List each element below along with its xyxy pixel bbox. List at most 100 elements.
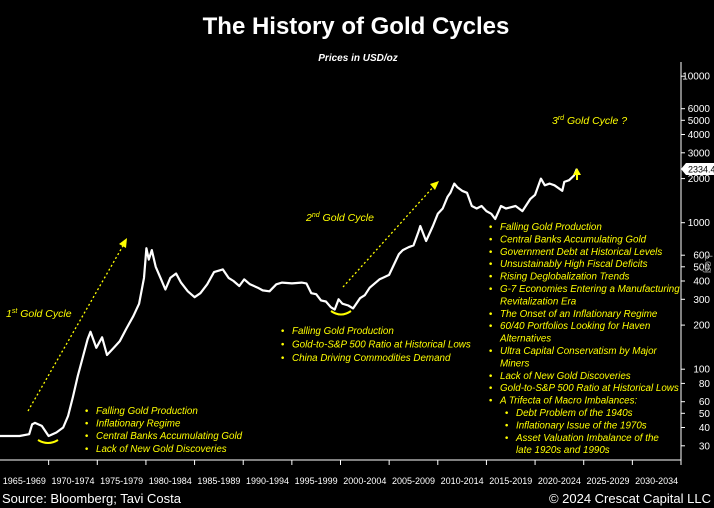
cycle2-label: 2nd Gold Cycle [305, 212, 374, 224]
y-tick-label: 4000 [688, 130, 711, 141]
x-tick-label: 2020-2024 [538, 476, 581, 486]
bullet-item: Falling Gold Production [292, 326, 394, 337]
bullet-item-continued: late 1920s and 1990s [516, 445, 610, 456]
x-tick-label: 1975-1979 [100, 476, 143, 486]
last-value-label: 2334.45 [688, 165, 714, 175]
x-axis-ticks: 1965-1969 1970-1974 1975-1979 1980-1984 1985… [3, 460, 682, 486]
cycle2-arrowhead [430, 181, 439, 190]
x-tick-label: 1970-1974 [51, 476, 94, 486]
x-tick-label: 1985-1989 [197, 476, 240, 486]
cycle1-arrowhead [119, 238, 127, 248]
bullet-marker: • [488, 397, 493, 407]
bullet-item: 60/40 Portfolios Looking for Haven [500, 321, 650, 332]
cycle3-label: 3rd Gold Cycle ? [552, 115, 627, 127]
bullet-marker: • [84, 432, 89, 442]
bullet-marker: • [84, 445, 89, 455]
bullet-marker: • [504, 409, 509, 419]
bullet-marker: • [488, 223, 493, 233]
x-tick-label: 2000-2004 [343, 476, 386, 486]
x-tick-label: 2010-2014 [441, 476, 484, 486]
bullet-marker: • [488, 310, 493, 320]
y-tick-label: 40 [699, 423, 711, 434]
y-tick-label: 500 [693, 262, 710, 273]
bullet-item: Falling Gold Production [500, 222, 602, 233]
gold-price-line [0, 168, 578, 438]
y-tick-label: 5000 [688, 116, 711, 127]
bullet-item: Government Debt at Historical Levels [500, 247, 662, 258]
y-tick-label: 60 [699, 397, 711, 408]
bullet-item-continued: Alternatives [499, 334, 551, 345]
y-tick-label: 3000 [688, 148, 711, 159]
bullet-item: Lack of New Gold Discoveries [96, 444, 227, 455]
bullet-item: Rising Deglobalization Trends [500, 272, 630, 283]
bullet-item: G-7 Economies Entering a Manufacturing [500, 284, 680, 295]
bullet-marker: • [488, 273, 493, 283]
x-tick-label: 2005-2009 [392, 476, 435, 486]
bullet-item: Lack of New Gold Discoveries [500, 371, 631, 382]
y-tick-label: 50 [699, 409, 711, 420]
bullet-marker: • [488, 322, 493, 332]
y-tick-label: 400 [693, 276, 710, 287]
bullet-item: Debt Problem of the 1940s [516, 408, 633, 419]
x-tick-label: 1965-1969 [3, 476, 46, 486]
bullet-marker: • [488, 235, 493, 245]
cycle3-arrowhead [573, 168, 581, 175]
chart-subtitle: Prices in USD/oz [318, 53, 397, 64]
y-tick-label: 1000 [688, 218, 711, 229]
bullet-item-continued: Miners [500, 358, 529, 369]
x-tick-label: 1980-1984 [149, 476, 192, 486]
bullet-marker: • [488, 248, 493, 258]
bullet-marker: • [488, 285, 493, 295]
bullet-item: The Onset of an Inflationary Regime [500, 309, 658, 320]
y-tick-label: 10000 [682, 72, 710, 83]
bullet-item: Central Banks Accumulating Gold [500, 234, 647, 245]
y-tick-label: 200 [693, 321, 710, 332]
cycle1-trend-arrow [27, 243, 125, 412]
bullet-item: Ultra Capital Conservatism by Major [500, 346, 658, 357]
copyright-footer: © 2024 Crescat Capital LLC [549, 491, 711, 506]
bullet-item: Inflationary Regime [96, 419, 181, 430]
bullet-marker: • [488, 347, 493, 357]
bullet-marker: • [488, 372, 493, 382]
bullet-marker: • [84, 420, 89, 430]
x-tick-label: 2025-2029 [587, 476, 630, 486]
bullet-item: Falling Gold Production [96, 406, 198, 417]
bullet-marker: • [488, 384, 493, 394]
bullet-marker: • [84, 407, 89, 417]
source-footer: Source: Bloomberg; Tavi Costa [2, 491, 182, 506]
y-tick-label: 6000 [688, 104, 711, 115]
bullet-item: Unsustainably High Fiscal Deficits [500, 259, 648, 270]
log-scale-label: Log [702, 255, 714, 273]
bullet-item: Gold-to-S&P 500 Ratio at Historical Lows [292, 340, 471, 351]
bullet-marker: • [488, 260, 493, 270]
bullet-marker: • [280, 354, 285, 364]
bullet-marker: • [280, 327, 285, 337]
chart-title: The History of Gold Cycles [203, 13, 510, 40]
bullet-item: A Trifecta of Macro Imbalances: [499, 396, 637, 407]
x-tick-label: 1995-1999 [295, 476, 338, 486]
bullet-item-continued: Revitalization Era [500, 296, 577, 307]
x-tick-label: 2030-2034 [635, 476, 678, 486]
last-value-tag: 2334.45 [681, 163, 714, 175]
bullet-marker: • [504, 434, 509, 444]
cycle2-trend-arrow [342, 184, 436, 288]
x-tick-label: 1990-1994 [246, 476, 289, 486]
y-tick-label: 100 [693, 365, 710, 376]
cycle2-bottom-arc [330, 310, 352, 316]
bullet-item: Inflationary Issue of the 1970s [516, 420, 647, 431]
y-tick-label: 600 [693, 251, 710, 262]
bullet-marker: • [504, 421, 509, 431]
bullet-item: Central Banks Accumulating Gold [96, 431, 243, 442]
cycle1-label: 1st Gold Cycle [6, 308, 72, 320]
bullet-item: China Driving Commodities Demand [292, 353, 451, 364]
cycle1-bottom-arc [37, 439, 59, 444]
x-tick-label: 2015-2019 [489, 476, 532, 486]
bullet-marker: • [280, 341, 285, 351]
y-tick-label: 30 [699, 441, 711, 452]
bullet-item: Asset Valuation Imbalance of the [515, 433, 659, 444]
bullet-item: Gold-to-S&P 500 Ratio at Historical Lows [500, 383, 679, 394]
annotation-bullets: • Falling Gold Production • Inflationary Re… [84, 222, 680, 456]
y-tick-label: 2000 [688, 174, 711, 185]
